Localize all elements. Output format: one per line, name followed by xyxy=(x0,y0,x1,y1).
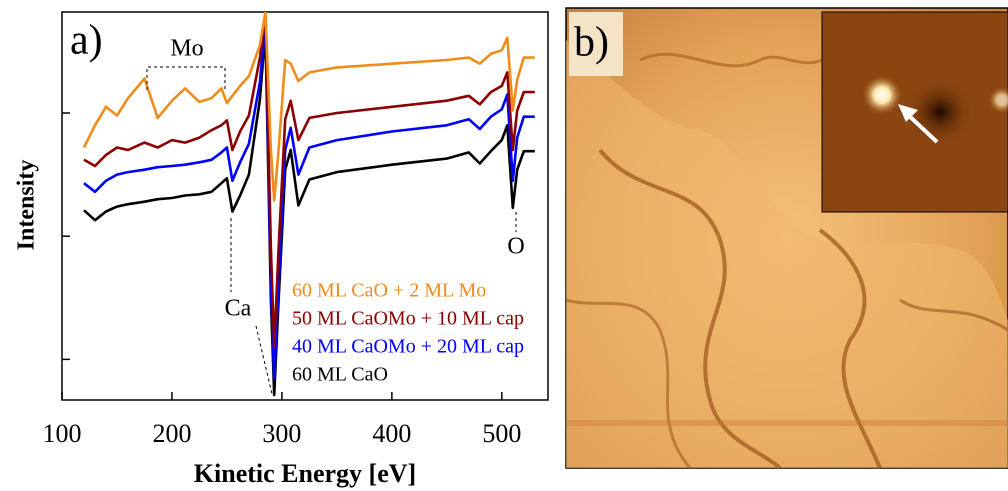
legend-entry: 60 ML CaO + 2 ML Mo xyxy=(292,280,486,302)
x-tick-label: 400 xyxy=(372,419,411,448)
legend-entry: 40 ML CaOMo + 20 ML cap xyxy=(292,336,524,358)
annotation-ca: Ca xyxy=(225,296,252,322)
annotation-o: O xyxy=(507,234,524,260)
legend-entry: 50 ML CaOMo + 10 ML cap xyxy=(292,308,524,330)
x-tick-label: 500 xyxy=(482,419,521,448)
panel-label: b) xyxy=(574,20,609,66)
y-axis-label: Intensity xyxy=(14,160,40,251)
x-tick-label: 200 xyxy=(152,419,191,448)
annotation-mo: Mo xyxy=(170,36,203,62)
x-tick-label: 100 xyxy=(43,419,82,448)
panel-label: a) xyxy=(70,18,103,64)
series-line xyxy=(84,12,535,201)
x-axis-label: Kinetic Energy [eV] xyxy=(194,459,416,488)
figure: a) Intensity Kinetic Energy [eV] Mo Ca O… xyxy=(0,0,1008,491)
mo-bracket xyxy=(147,67,225,90)
stm-image xyxy=(566,8,1008,468)
legend-entry: 60 ML CaO xyxy=(292,364,388,386)
x-tick-label: 300 xyxy=(262,419,301,448)
